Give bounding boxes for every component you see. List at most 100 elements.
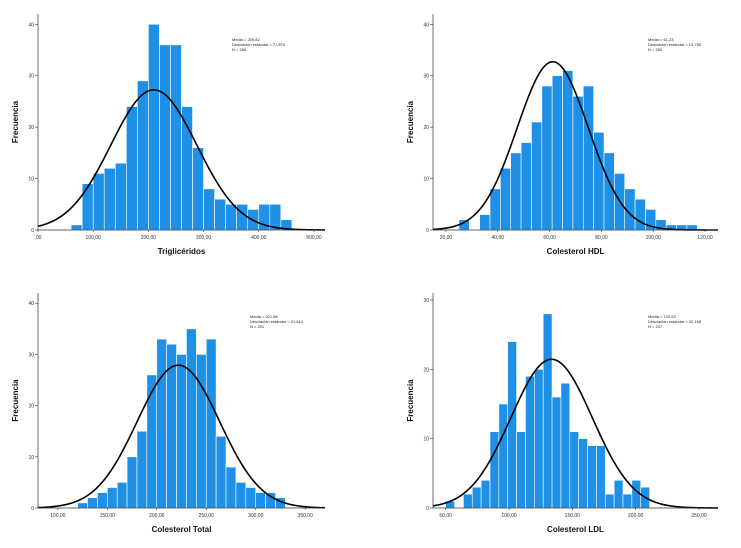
histogram-bar (126, 456, 138, 509)
histogram-bar (225, 466, 237, 509)
histogram-bar (81, 183, 94, 231)
y-tick-label: 10 (423, 177, 429, 183)
histogram-bar (613, 479, 624, 509)
x-tick-label: 250,00 (691, 513, 707, 519)
histogram-panel: 0 10 20 30 40 ,00 100,00 200,00 300,00 400,00 500,… (11, 14, 326, 256)
stats-text: Media = 221,86 (250, 314, 278, 319)
y-tick-label: 20 (423, 125, 429, 131)
y-tick-label: 10 (28, 177, 34, 183)
histogram-bar (489, 431, 500, 509)
x-tick-label: 120,00 (697, 235, 713, 241)
histogram-bar (510, 152, 522, 231)
histogram-bar (531, 121, 543, 231)
y-tick-label: 20 (28, 125, 34, 131)
y-tick-label: 40 (423, 22, 429, 28)
x-tick-label: 100,00 (501, 513, 517, 519)
histogram-bar (235, 482, 247, 509)
stats-text: Media = 61,23 (648, 37, 674, 42)
y-tick-label: 30 (423, 298, 429, 304)
histogram-bar (604, 493, 615, 509)
stats-text: Media = 133,63 (648, 314, 676, 319)
y-tick-label: 0 (31, 228, 34, 234)
histogram-bar (255, 492, 266, 509)
x-tick-label: 200,00 (141, 235, 157, 241)
x-tick-label: 100,00 (646, 235, 662, 241)
histogram-bar (214, 198, 226, 231)
histogram-bar (116, 482, 128, 509)
normal-curve (37, 89, 326, 231)
y-tick-label: 0 (426, 228, 429, 234)
normal-curve (37, 364, 326, 509)
normal-curve (432, 358, 718, 509)
stats-text: N = 247 (648, 324, 663, 329)
histogram-bar (572, 95, 584, 231)
histogram-bar (203, 188, 215, 231)
x-tick-label: 300,00 (196, 235, 212, 241)
histogram-bar (186, 328, 197, 509)
x-tick-label: 400,00 (251, 235, 267, 241)
x-tick-label: 80,00 (595, 235, 608, 241)
stats-text: Desviación estándar = 77,874 (232, 42, 286, 47)
y-tick-label: 20 (423, 367, 429, 373)
x-tick-label: 150,00 (100, 513, 116, 519)
x-tick-label: 40,00 (492, 235, 505, 241)
x-tick-label: 100,00 (50, 513, 66, 519)
stats-text: Desviación estándar = 13,755 (648, 42, 702, 47)
y-tick-label: 40 (28, 22, 34, 28)
histogram-bar (136, 430, 148, 509)
histogram-bar (562, 70, 574, 231)
histogram-bar (634, 198, 646, 231)
histogram-bar (489, 188, 501, 231)
histogram-bar (126, 106, 138, 231)
x-axis-title: Colesterol HDL (547, 247, 605, 256)
y-tick-label: 40 (28, 301, 34, 307)
y-axis-title: Frecuencia (11, 379, 20, 422)
histogram-bar (507, 341, 517, 509)
normal-curve (432, 60, 718, 231)
x-tick-label: 250,00 (199, 513, 215, 519)
histogram-bar (70, 224, 83, 231)
histogram-bar (551, 75, 563, 231)
x-tick-label: 100,00 (86, 235, 102, 241)
x-tick-label: 150,00 (565, 513, 581, 519)
histogram-bar (471, 486, 482, 509)
histogram-bar (498, 403, 509, 509)
histogram-panel: 0 10 20 30 40 20,00 40,00 60,00 80,00 100,00 120,0… (406, 14, 718, 256)
histogram-bar (587, 445, 597, 509)
histogram-bar (103, 167, 116, 231)
histogram-bar (215, 436, 227, 509)
stats-text: N = 291 (250, 324, 265, 329)
histogram-bar (106, 487, 118, 509)
stats-text: N = 266 (232, 47, 247, 52)
histogram-bar (542, 313, 553, 509)
x-tick-label: 300,00 (248, 513, 264, 519)
histogram-bar (541, 85, 553, 231)
histogram-bar (534, 368, 544, 509)
x-tick-label: 500,00 (306, 235, 322, 241)
x-tick-label: 200,00 (149, 513, 165, 519)
histogram-bar (114, 162, 127, 231)
histogram-bar (463, 493, 473, 509)
histogram-bar (137, 80, 149, 231)
histogram-bar (97, 492, 108, 509)
histogram-panel: 0 10 20 30 40 100,00 150,00 200,00 250,00 300,00 3… (11, 293, 326, 534)
histogram-bar (159, 44, 171, 231)
histogram-bar (196, 354, 207, 509)
x-tick-label: 50,00 (439, 513, 452, 519)
y-tick-label: 0 (426, 506, 429, 512)
histogram-bar (551, 396, 562, 509)
y-tick-label: 30 (28, 74, 34, 80)
histogram-bar (176, 354, 187, 509)
histogram-bar (578, 438, 588, 509)
y-tick-label: 30 (28, 352, 34, 358)
histogram-bar (148, 23, 160, 231)
x-tick-label: 60,00 (543, 235, 556, 241)
histogram-bar (525, 375, 535, 509)
histogram-bar (146, 374, 158, 509)
histogram-bar (236, 203, 249, 231)
x-tick-label: 20,00 (440, 235, 453, 241)
histogram-panel: 0 10 20 30 50,00 100,00 150,00 200,00 250,00 Cole… (406, 293, 718, 534)
histogram-bar (205, 338, 217, 509)
histogram-bar (569, 431, 579, 509)
